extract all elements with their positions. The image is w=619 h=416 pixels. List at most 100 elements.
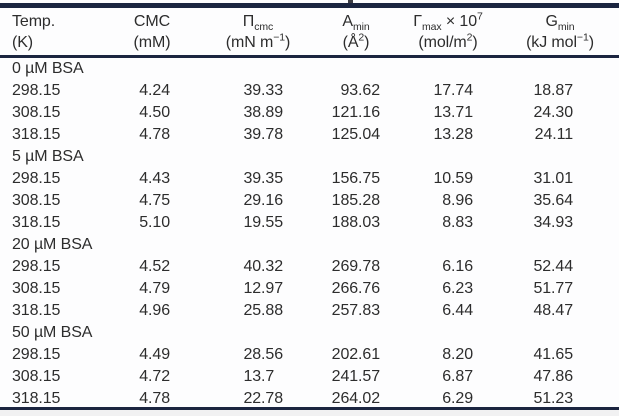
cell-cmc: 4.52 [139, 258, 170, 275]
cell-pi-cmc: 12.97 [243, 280, 283, 297]
cell-cmc: 4.50 [139, 104, 170, 121]
header-text: (Å [342, 34, 359, 51]
header-text: (mol/m [418, 34, 467, 51]
table-row: 298.15 4.49 28.56 202.61 8.20 41.65 [0, 344, 619, 366]
cell-temp: 308.15 [12, 104, 61, 121]
cell-pi-cmc: 39.35 [243, 170, 283, 187]
cell-a-min: 264.02 [331, 390, 380, 407]
table-row: 318.15 4.96 25.88 257.83 6.44 48.47 [0, 300, 619, 322]
cell-temp: 308.15 [12, 192, 61, 209]
cell-g-min: 31.01 [533, 170, 573, 187]
cell-temp: 298.15 [12, 346, 61, 363]
table-row: 318.15 4.78 39.78 125.04 13.28 24.11 [0, 124, 619, 146]
cell-g-min: 24.30 [533, 104, 573, 121]
header-text: ) [472, 34, 478, 51]
section-row: 5 µM BSA [0, 146, 619, 168]
superscript: −1 [273, 31, 286, 44]
section-label: 0 µM BSA [12, 60, 84, 77]
section-row: 0 µM BSA [0, 57, 619, 81]
col-header-temp: Temp. (K) [0, 8, 105, 58]
cell-g-min: 51.23 [533, 390, 573, 407]
page-margin-strip [0, 410, 619, 416]
cell-cmc: 4.78 [139, 126, 170, 143]
cell-temp: 308.15 [12, 368, 61, 385]
cell-temp: 298.15 [12, 258, 61, 275]
cell-a-min: 125.04 [331, 126, 380, 143]
superscript: 7 [477, 10, 483, 23]
cell-gamma-max: 6.87 [442, 368, 473, 385]
cell-cmc: 4.78 [139, 390, 170, 407]
cell-g-min: 35.64 [533, 192, 573, 209]
cell-cmc: 4.96 [139, 302, 170, 319]
cell-a-min: 121.16 [331, 104, 380, 121]
cell-gamma-max: 13.28 [433, 126, 473, 143]
cell-g-min: 52.44 [533, 258, 573, 275]
cell-pi-cmc: 22.78 [243, 390, 283, 407]
table-row: 318.15 4.78 22.78 264.02 6.29 51.23 [0, 388, 619, 410]
header-text: A [342, 13, 353, 30]
cell-gamma-max: 13.71 [433, 104, 473, 121]
header-text: (K) [12, 34, 34, 51]
cell-cmc: 5.10 [139, 214, 170, 231]
table-header: Temp. (K) CMC (mM) Πcmc (mN m−1) Amin (Å2) Γ… [0, 8, 619, 58]
header-text: Π [242, 13, 255, 30]
header-text: ) [364, 34, 370, 51]
cell-g-min: 18.87 [533, 82, 573, 99]
cell-gamma-max: 8.83 [442, 214, 473, 231]
header-text: ) [285, 34, 291, 51]
cell-gamma-max: 8.96 [442, 192, 473, 209]
cell-gamma-max: 10.59 [433, 170, 473, 187]
cell-gamma-max: 6.29 [442, 390, 473, 407]
cell-gamma-max: 17.74 [433, 82, 473, 99]
cell-pi-cmc: 39.33 [243, 82, 283, 99]
col-header-a-min: Amin (Å2) [317, 8, 395, 58]
cell-pi-cmc: 25.88 [243, 302, 283, 319]
cell-pi-cmc: 28.56 [243, 346, 283, 363]
section-label: 20 µM BSA [12, 236, 93, 253]
cell-pi-cmc: 19.55 [243, 214, 283, 231]
header-text: (mN m [225, 34, 274, 51]
header-row: Temp. (K) CMC (mM) Πcmc (mN m−1) Amin (Å2) Γ… [0, 8, 619, 58]
header-text: ) [588, 34, 594, 51]
cell-temp: 318.15 [12, 302, 61, 319]
table-row: 308.15 4.79 12.97 266.76 6.23 51.77 [0, 278, 619, 300]
surfactant-properties-table: Temp. (K) CMC (mM) Πcmc (mN m−1) Amin (Å2) Γ… [0, 8, 619, 410]
cell-a-min: 185.28 [331, 192, 380, 209]
cell-pi-cmc: 38.89 [243, 104, 283, 121]
cell-gamma-max: 6.16 [442, 258, 473, 275]
subscript: cmc [254, 21, 274, 34]
superscript: 2 [358, 31, 365, 44]
header-text: (kJ mol [526, 34, 577, 51]
table-row: 298.15 4.24 39.33 93.62 17.74 18.87 [0, 80, 619, 102]
section-label: 50 µM BSA [12, 324, 93, 341]
table-row: 318.15 5.10 19.55 188.03 8.83 34.93 [0, 212, 619, 234]
table-row: 308.15 4.75 29.16 185.28 8.96 35.64 [0, 190, 619, 212]
section-label: 5 µM BSA [12, 148, 84, 165]
cell-g-min: 24.11 [534, 126, 573, 143]
cell-gamma-max: 6.23 [442, 280, 473, 297]
col-header-cmc: CMC (mM) [105, 8, 199, 58]
cell-g-min: 41.65 [533, 346, 573, 363]
cell-temp: 298.15 [12, 170, 61, 187]
cropped-caption-fragment [348, 0, 353, 3]
cell-cmc: 4.49 [139, 346, 170, 363]
superscript: −1 [576, 31, 589, 44]
cell-pi-cmc: 13.70 [243, 368, 275, 385]
cell-pi-cmc: 39.78 [243, 126, 283, 143]
superscript: 2 [466, 31, 473, 44]
cell-temp: 318.15 [12, 214, 61, 231]
table-top-rule [0, 3, 619, 8]
cell-a-min: 188.03 [331, 214, 380, 231]
header-text: CMC [133, 13, 171, 30]
cell-cmc: 4.79 [139, 280, 170, 297]
table-row: 298.15 4.52 40.32 269.78 6.16 52.44 [0, 256, 619, 278]
section-row: 20 µM BSA [0, 234, 619, 256]
cell-a-min: 156.75 [331, 170, 380, 187]
header-text: Γ [413, 13, 422, 30]
table-bottom-rule [0, 407, 619, 410]
subscript: min [352, 21, 370, 34]
cell-a-min: 241.57 [331, 368, 380, 385]
cell-a-min: 269.78 [331, 258, 380, 275]
cell-g-min: 51.77 [533, 280, 573, 297]
